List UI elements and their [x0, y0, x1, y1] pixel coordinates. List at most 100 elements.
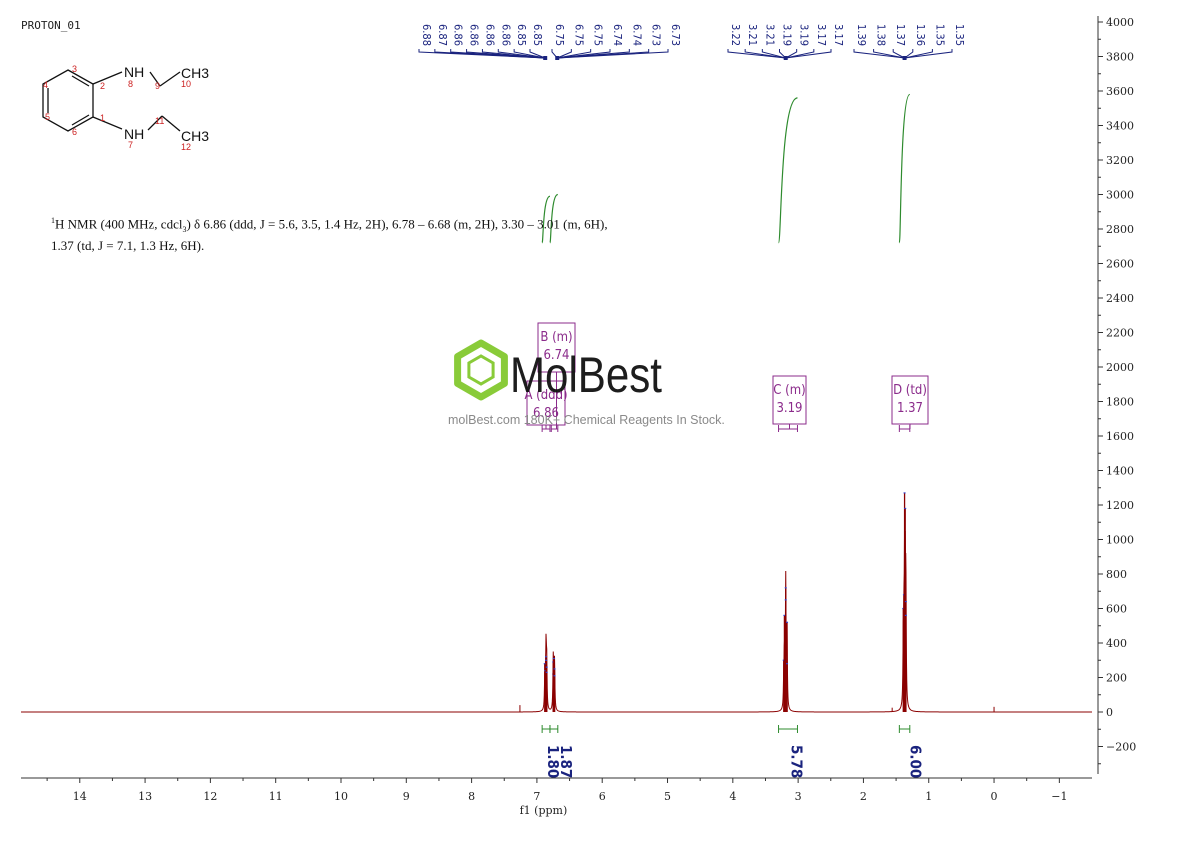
peak-label-leader — [466, 49, 546, 59]
peak-label: 6.86 — [452, 24, 465, 46]
x-axis: 14 13 12 11 10 9 8 7 6 5 4 3 2 1 0 −1f1 (ppm) — [21, 777, 1092, 817]
spectrum-line — [21, 531, 1092, 713]
y-tick-label: 1800 — [1106, 396, 1134, 409]
y-tick-label: 400 — [1106, 637, 1127, 650]
peak-label-leader — [904, 49, 914, 59]
multiplet-label: C (m) — [773, 383, 805, 398]
y-tick-label: −200 — [1106, 741, 1136, 754]
peak-label: 6.73 — [650, 24, 663, 46]
atom-ch3: CH3 — [181, 65, 209, 81]
x-tick-label: 7 — [533, 790, 540, 803]
peak-label-leader — [557, 49, 572, 59]
x-tick-label: 10 — [334, 790, 348, 803]
peak-label-leader — [785, 49, 815, 59]
x-tick-label: 12 — [203, 790, 217, 803]
double-bond — [71, 114, 90, 126]
peak-label-leader — [529, 49, 546, 59]
peak-label: 6.86 — [499, 24, 512, 46]
peak-label: 6.74 — [611, 24, 624, 46]
peak-label-leader — [557, 49, 669, 59]
bond-c11 — [147, 115, 163, 131]
peak-label-leader — [513, 49, 546, 59]
atom-nh: NH — [124, 64, 144, 80]
peak-label: 3.22 — [729, 24, 742, 46]
multiplet-shift: 3.19 — [776, 401, 802, 416]
y-tick-label: 600 — [1106, 603, 1127, 616]
peak-label: 6.86 — [483, 24, 496, 46]
atom-ch3: CH3 — [181, 128, 209, 144]
peak-label-leader — [761, 49, 786, 59]
peak-label: 3.19 — [781, 24, 794, 46]
x-tick-label: 8 — [468, 790, 475, 803]
multiplet-label: B (m) — [540, 330, 572, 345]
peak-anchor-dot — [543, 56, 548, 60]
y-tick-label: 3800 — [1106, 51, 1134, 64]
peak-label-leader — [785, 49, 798, 59]
y-tick-label: 2400 — [1106, 292, 1134, 305]
atom-number: 1 — [100, 113, 105, 123]
y-axis: −200 0 200 400 600 800 1000 1200 1400 1600 1800 200… — [1097, 16, 1136, 774]
y-tick-label: 3000 — [1106, 189, 1134, 202]
peak-label: 1.37 — [894, 24, 907, 46]
peak-label: 1.35 — [933, 24, 946, 46]
integral-curve — [541, 195, 551, 244]
peak-label-leader — [785, 49, 832, 59]
peak-label-leader — [779, 49, 787, 59]
x-tick-label: 1 — [925, 790, 932, 803]
x-tick-label: 3 — [795, 790, 802, 803]
peak-label: 6.85 — [515, 24, 528, 46]
y-tick-label: 1600 — [1106, 430, 1134, 443]
peak-label: 6.88 — [420, 24, 433, 46]
x-tick-label: 2 — [860, 790, 867, 803]
integral-value: 5.78 — [788, 745, 806, 778]
integral-value: 6.00 — [907, 745, 925, 778]
peak-label: 6.87 — [436, 24, 449, 46]
peak-label-leader — [557, 49, 592, 59]
peak-label: 1.39 — [855, 24, 868, 46]
x-axis-label: f1 (ppm) — [520, 804, 568, 817]
atom-number: 2 — [100, 81, 105, 91]
atom-number: 5 — [45, 112, 50, 122]
logo-hexagon-icon — [454, 339, 508, 401]
atom-number: 7 — [128, 140, 133, 150]
y-tick-label: 1000 — [1106, 534, 1134, 547]
watermark-tagline: molBest.com 180K+ Chemical Reagents In S… — [448, 413, 725, 427]
y-tick-label: 1400 — [1106, 465, 1134, 478]
multiplet-shift: 1.37 — [897, 401, 923, 416]
peak-label: 1.35 — [953, 24, 966, 46]
logo-wordmark: MolBest — [510, 347, 662, 403]
peak-label-leader — [497, 49, 546, 59]
multiplet-label: D (td) — [893, 383, 927, 398]
integral-value: 1.80 — [544, 745, 562, 778]
benzene-ring — [42, 69, 94, 132]
atom-number: 6 — [72, 127, 77, 137]
integral-value: 1.87 — [557, 745, 575, 778]
peak-label-leader — [904, 49, 933, 59]
peak-label: 6.74 — [630, 24, 643, 46]
integral-curve — [549, 193, 559, 244]
atom-number: 11 — [155, 116, 164, 126]
spectrum-trace — [21, 492, 1092, 713]
peak-label-leader — [744, 49, 786, 59]
peak-label: 3.17 — [815, 24, 828, 46]
peak-label-leader — [873, 49, 905, 59]
x-tick-label: 14 — [73, 790, 87, 803]
peak-label: 1.38 — [875, 24, 888, 46]
spectrum-title: PROTON_01 — [21, 19, 81, 32]
x-tick-label: 5 — [664, 790, 671, 803]
bond-c9 — [149, 71, 161, 87]
y-tick-label: 0 — [1106, 706, 1113, 719]
x-tick-label: −1 — [1051, 790, 1067, 803]
peak-label: 3.17 — [832, 24, 845, 46]
multiplet-boxes: A (ddd)6.86B (m)6.74C (m)3.19D (td)1.37 — [524, 322, 929, 432]
y-tick-label: 800 — [1106, 568, 1127, 581]
atom-number: 9 — [155, 81, 160, 91]
nmr-description-prefix: H NMR (400 MHz, cdcl — [55, 216, 183, 232]
peak-label: 6.75 — [553, 24, 566, 46]
atom-nh: NH — [124, 126, 144, 142]
multiplet-shift: 6.86 — [533, 406, 559, 421]
peak-label: 3.19 — [798, 24, 811, 46]
peak-label-leader — [892, 49, 905, 59]
